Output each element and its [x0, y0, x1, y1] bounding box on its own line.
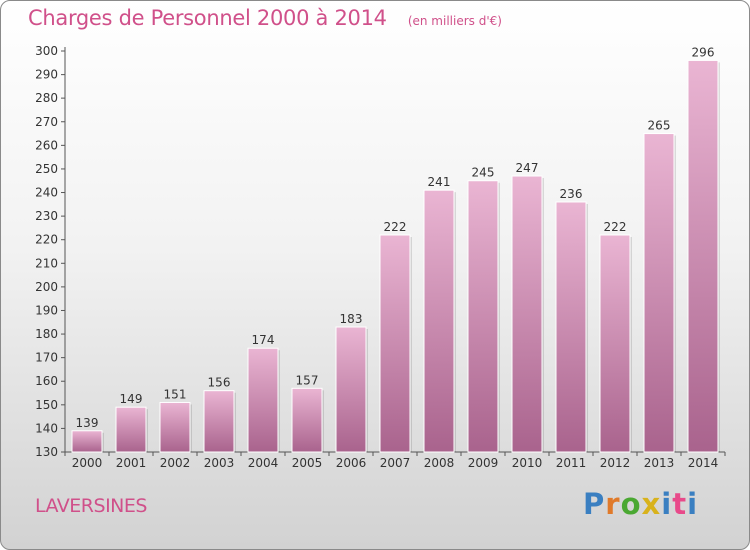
- chart-title: Charges de Personnel 2000 à 2014: [28, 6, 387, 30]
- x-tick-label: 2012: [600, 456, 631, 470]
- bar: [335, 326, 367, 453]
- title-line: Charges de Personnel 2000 à 2014 (en mil…: [28, 6, 502, 30]
- bar: [599, 234, 631, 453]
- bar: [291, 387, 323, 453]
- data-label: 241: [428, 175, 451, 189]
- data-label: 174: [252, 333, 275, 347]
- x-tick-label: 2009: [468, 456, 499, 470]
- town-name: LAVERSINES: [35, 495, 147, 517]
- y-tick-label: 140: [35, 421, 58, 435]
- y-tick-label: 190: [35, 303, 58, 317]
- y-tick-label: 210: [35, 256, 58, 270]
- y-tick-label: 160: [35, 374, 58, 388]
- data-label: 156: [208, 376, 231, 390]
- data-label: 139: [76, 416, 99, 430]
- y-tick-label: 200: [35, 280, 58, 294]
- data-label: 222: [384, 220, 407, 234]
- y-tick-label: 220: [35, 233, 58, 247]
- bar: [423, 189, 455, 453]
- data-label: 222: [604, 220, 627, 234]
- bar: [159, 401, 191, 453]
- bar: [71, 430, 103, 453]
- y-tick-label: 270: [35, 115, 58, 129]
- y-tick-label: 180: [35, 327, 58, 341]
- y-tick-label: 170: [35, 351, 58, 365]
- chart-unit: (en milliers d'€): [407, 14, 502, 28]
- data-label: 265: [648, 119, 671, 133]
- x-tick-label: 2005: [292, 456, 323, 470]
- y-tick-label: 300: [35, 44, 58, 58]
- bar: [467, 180, 499, 453]
- bar: [203, 390, 235, 453]
- bar: [511, 175, 543, 453]
- x-tick-label: 2001: [116, 456, 147, 470]
- y-tick-label: 260: [35, 138, 58, 152]
- bar: [643, 133, 675, 453]
- y-tick-label: 280: [35, 91, 58, 105]
- bar: [247, 347, 279, 453]
- bar: [115, 406, 147, 453]
- x-tick-label: 2010: [512, 456, 543, 470]
- x-tick-label: 2004: [248, 456, 279, 470]
- x-tick-label: 2008: [424, 456, 455, 470]
- y-tick-label: 240: [35, 186, 58, 200]
- data-label: 183: [340, 312, 363, 326]
- x-tick-label: 2000: [72, 456, 103, 470]
- x-tick-label: 2013: [644, 456, 675, 470]
- bar: [555, 201, 587, 453]
- y-tick-label: 130: [35, 445, 58, 459]
- proxiti-logo[interactable]: Proxiti: [583, 487, 699, 521]
- x-tick-label: 2014: [688, 456, 719, 470]
- data-label: 236: [560, 187, 583, 201]
- data-label: 245: [472, 166, 495, 180]
- x-tick-label: 2006: [336, 456, 367, 470]
- x-tick-label: 2003: [204, 456, 235, 470]
- data-label: 247: [516, 161, 539, 175]
- data-label: 149: [120, 392, 143, 406]
- data-label: 151: [164, 387, 187, 401]
- x-tick-label: 2002: [160, 456, 191, 470]
- y-tick-label: 250: [35, 162, 58, 176]
- x-tick-label: 2011: [556, 456, 587, 470]
- y-tick-label: 150: [35, 398, 58, 412]
- bar: [379, 234, 411, 453]
- y-tick-label: 290: [35, 68, 58, 82]
- data-label: 157: [296, 373, 319, 387]
- x-tick-label: 2007: [380, 456, 411, 470]
- bar: [687, 59, 719, 453]
- y-tick-label: 230: [35, 209, 58, 223]
- data-label: 296: [692, 45, 715, 59]
